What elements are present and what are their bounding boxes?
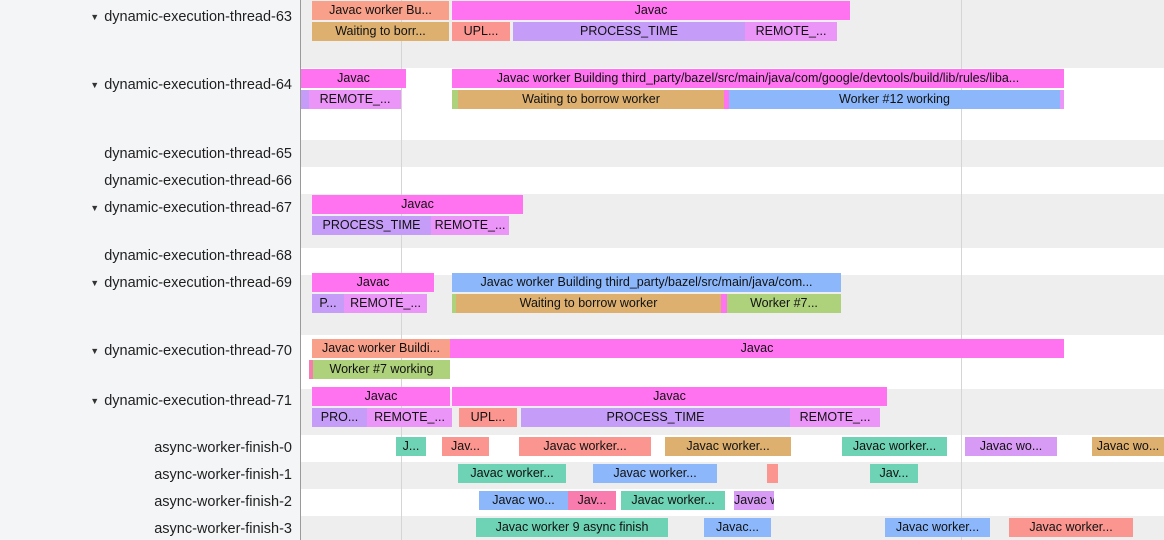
track-canvas[interactable]: Javac worker Bu... Javac Waiting to borr..… — [301, 0, 1164, 540]
trace-bar[interactable]: Javac worker Building third_party/bazel/… — [452, 273, 841, 292]
thread-label: dynamic-execution-thread-69 — [104, 275, 292, 291]
chevron-down-icon[interactable]: ▼ — [90, 396, 100, 406]
trace-bar[interactable]: Javac — [450, 339, 1064, 358]
thread-label: dynamic-execution-thread-65 — [104, 146, 292, 162]
trace-bar[interactable]: REMOTE_... — [344, 294, 427, 313]
thread-label-gutter[interactable]: ▼ dynamic-execution-thread-63 ▼ dynamic-exe… — [0, 0, 301, 540]
sidebar-item-dynamic-execution-thread-68[interactable]: dynamic-execution-thread-68 — [0, 245, 300, 267]
trace-bar[interactable]: Javac — [452, 387, 887, 406]
trace-bar[interactable]: Worker #12 working — [729, 90, 1060, 109]
trace-bar[interactable] — [301, 90, 309, 109]
row-band — [301, 140, 1164, 167]
sidebar-item-async-worker-finish-1[interactable]: async-worker-finish-1 — [0, 464, 300, 486]
trace-bar[interactable]: PRO... — [312, 408, 367, 427]
trace-bar[interactable]: Waiting to borrow worker — [458, 90, 724, 109]
sidebar-item-dynamic-execution-thread-69[interactable]: ▼ dynamic-execution-thread-69 — [0, 272, 300, 294]
thread-label: dynamic-execution-thread-68 — [104, 248, 292, 264]
sidebar-item-dynamic-execution-thread-70[interactable]: ▼ dynamic-execution-thread-70 — [0, 340, 300, 362]
trace-bar[interactable]: Javac worker... — [885, 518, 990, 537]
trace-bar[interactable] — [721, 294, 727, 313]
thread-label: dynamic-execution-thread-63 — [104, 9, 292, 25]
trace-bar[interactable]: REMOTE_... — [790, 408, 880, 427]
trace-bar[interactable]: Jav... — [442, 437, 489, 456]
chevron-down-icon[interactable]: ▼ — [90, 203, 100, 213]
thread-label: async-worker-finish-0 — [154, 440, 292, 456]
sidebar-item-dynamic-execution-thread-65[interactable]: dynamic-execution-thread-65 — [0, 143, 300, 165]
chevron-down-icon[interactable]: ▼ — [90, 346, 100, 356]
trace-bar[interactable] — [1060, 90, 1064, 109]
trace-bar[interactable]: REMOTE_... — [431, 216, 509, 235]
trace-bar[interactable]: Javac... — [704, 518, 771, 537]
trace-bar[interactable]: Javac worker... — [593, 464, 717, 483]
trace-bar[interactable]: Javac worker... — [621, 491, 725, 510]
thread-label: dynamic-execution-thread-67 — [104, 200, 292, 216]
trace-bar[interactable]: PROCESS_TIME — [312, 216, 431, 235]
trace-bar[interactable]: Javac worker... — [519, 437, 651, 456]
thread-label: dynamic-execution-thread-64 — [104, 77, 292, 93]
row-band — [301, 248, 1164, 275]
trace-bar[interactable]: Jav... — [568, 491, 616, 510]
trace-bar[interactable]: Javac wo... — [734, 491, 774, 510]
trace-bar[interactable]: REMOTE_... — [367, 408, 452, 427]
thread-label: dynamic-execution-thread-71 — [104, 393, 292, 409]
trace-bar[interactable]: Javac worker... — [458, 464, 566, 483]
trace-bar[interactable]: Javac worker... — [842, 437, 947, 456]
sidebar-item-dynamic-execution-thread-64[interactable]: ▼ dynamic-execution-thread-64 — [0, 74, 300, 96]
sidebar-item-dynamic-execution-thread-71[interactable]: ▼ dynamic-execution-thread-71 — [0, 390, 300, 412]
trace-bar[interactable] — [309, 360, 313, 379]
sidebar-item-async-worker-finish-3[interactable]: async-worker-finish-3 — [0, 518, 300, 540]
trace-bar[interactable]: Waiting to borrow worker — [456, 294, 721, 313]
trace-bar[interactable]: P... — [312, 294, 344, 313]
time-gridline — [401, 0, 402, 540]
row-band — [301, 167, 1164, 194]
trace-bar[interactable]: Javac — [312, 387, 450, 406]
trace-bar[interactable]: Javac worker Building third_party/bazel/… — [452, 69, 1064, 88]
trace-bar[interactable]: Javac worker... — [1009, 518, 1133, 537]
trace-bar[interactable]: Javac wo... — [1092, 437, 1164, 456]
trace-bar[interactable]: PROCESS_TIME — [521, 408, 790, 427]
trace-bar[interactable]: REMOTE_... — [745, 22, 837, 41]
trace-bar[interactable]: Javac — [312, 273, 434, 292]
thread-label: async-worker-finish-2 — [154, 494, 292, 510]
trace-bar[interactable]: UPL... — [459, 408, 517, 427]
chevron-down-icon[interactable]: ▼ — [90, 80, 100, 90]
trace-bar[interactable]: REMOTE_... — [309, 90, 401, 109]
thread-label: async-worker-finish-3 — [154, 521, 292, 537]
sidebar-item-dynamic-execution-thread-67[interactable]: ▼ dynamic-execution-thread-67 — [0, 197, 300, 219]
trace-bar[interactable]: J... — [396, 437, 426, 456]
trace-bar[interactable]: Javac worker Buildi... — [312, 339, 450, 358]
trace-bar[interactable] — [452, 294, 456, 313]
trace-bar[interactable] — [452, 90, 458, 109]
trace-bar[interactable] — [724, 90, 729, 109]
trace-bar[interactable]: PROCESS_TIME — [513, 22, 745, 41]
chevron-down-icon[interactable]: ▼ — [90, 12, 100, 22]
trace-bar[interactable]: Javac worker 9 async finish — [476, 518, 668, 537]
trace-bar[interactable]: Jav... — [870, 464, 918, 483]
trace-bar[interactable]: Javac worker Bu... — [312, 1, 449, 20]
sidebar-item-dynamic-execution-thread-63[interactable]: ▼ dynamic-execution-thread-63 — [0, 6, 300, 28]
thread-label: dynamic-execution-thread-70 — [104, 343, 292, 359]
time-gridline — [961, 0, 962, 540]
trace-bar[interactable]: Javac — [301, 69, 406, 88]
sidebar-item-dynamic-execution-thread-66[interactable]: dynamic-execution-thread-66 — [0, 170, 300, 192]
trace-bar[interactable]: Worker #7... — [727, 294, 841, 313]
trace-bar[interactable]: Javac wo... — [965, 437, 1057, 456]
trace-bar[interactable] — [767, 464, 778, 483]
row-band — [301, 489, 1164, 516]
trace-bar[interactable]: Worker #7 working — [313, 360, 450, 379]
sidebar-item-async-worker-finish-0[interactable]: async-worker-finish-0 — [0, 437, 300, 459]
chevron-down-icon[interactable]: ▼ — [90, 278, 100, 288]
trace-bar[interactable]: UPL... — [452, 22, 510, 41]
sidebar-item-async-worker-finish-2[interactable]: async-worker-finish-2 — [0, 491, 300, 513]
trace-bar[interactable]: Waiting to borr... — [312, 22, 449, 41]
trace-bar[interactable]: Javac worker... — [665, 437, 791, 456]
thread-label: async-worker-finish-1 — [154, 467, 292, 483]
trace-bar[interactable]: Javac wo... — [479, 491, 568, 510]
trace-bar[interactable]: Javac — [452, 1, 850, 20]
trace-bar[interactable]: Javac — [312, 195, 523, 214]
thread-label: dynamic-execution-thread-66 — [104, 173, 292, 189]
row-band — [301, 462, 1164, 489]
